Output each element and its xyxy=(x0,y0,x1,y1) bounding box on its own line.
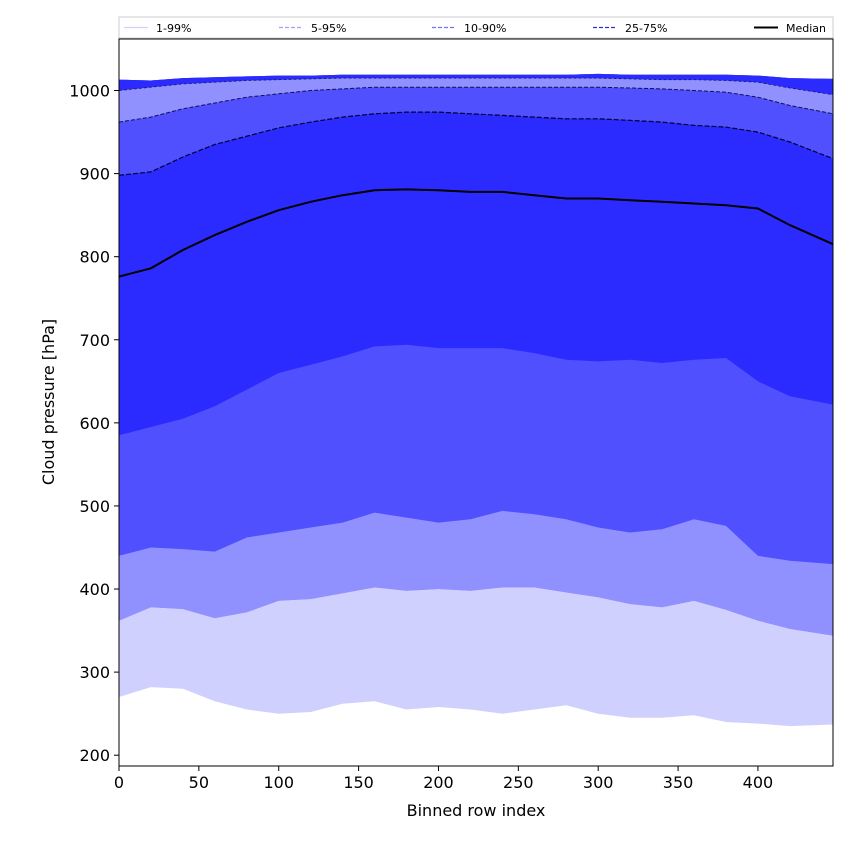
y-tick-label: 300 xyxy=(79,663,110,682)
y-tick-label: 800 xyxy=(79,248,110,267)
x-tick-label: 0 xyxy=(114,773,124,792)
x-tick-label: 350 xyxy=(663,773,694,792)
x-tick-label: 50 xyxy=(189,773,209,792)
x-axis-title: Binned row index xyxy=(407,801,546,820)
x-tick-label: 300 xyxy=(583,773,614,792)
line-10-to-90 xyxy=(118,86,834,123)
legend-box xyxy=(118,16,834,39)
x-tick-label: 200 xyxy=(423,773,454,792)
line-median xyxy=(118,188,834,278)
y-axis-title: Cloud pressure [hPa] xyxy=(39,319,58,485)
legend-label: 5-95% xyxy=(311,22,346,35)
legend-label: Median xyxy=(786,22,826,35)
legend: 1-99% 5-95% 10-90% 25-75% Median xyxy=(118,16,834,39)
upper-band-25-to-75 xyxy=(119,112,833,436)
x-tick-label: 100 xyxy=(263,773,294,792)
x-tick-label: 250 xyxy=(503,773,534,792)
y-tick-label: 600 xyxy=(79,414,110,433)
x-axis: 0 50 100 150 200 250 300 350 400 xyxy=(114,766,773,792)
y-tick-label: 200 xyxy=(79,746,110,765)
y-tick-label: 400 xyxy=(79,580,110,599)
line-25-to-75 xyxy=(118,111,834,176)
y-tick-label: 900 xyxy=(79,165,110,184)
plot-area xyxy=(118,73,834,727)
line-5-to-95 xyxy=(118,77,834,96)
x-tick-label: 400 xyxy=(743,773,774,792)
legend-label: 25-75% xyxy=(625,22,667,35)
legend-label: 10-90% xyxy=(464,22,506,35)
y-axis: 200 300 400 500 600 700 800 900 1000 xyxy=(69,82,119,765)
y-tick-label: 500 xyxy=(79,497,110,516)
y-tick-label: 700 xyxy=(79,331,110,350)
legend-label: 1-99% xyxy=(156,22,191,35)
y-tick-label: 1000 xyxy=(69,82,110,101)
plot-frame xyxy=(118,38,834,767)
x-tick-label: 150 xyxy=(343,773,374,792)
